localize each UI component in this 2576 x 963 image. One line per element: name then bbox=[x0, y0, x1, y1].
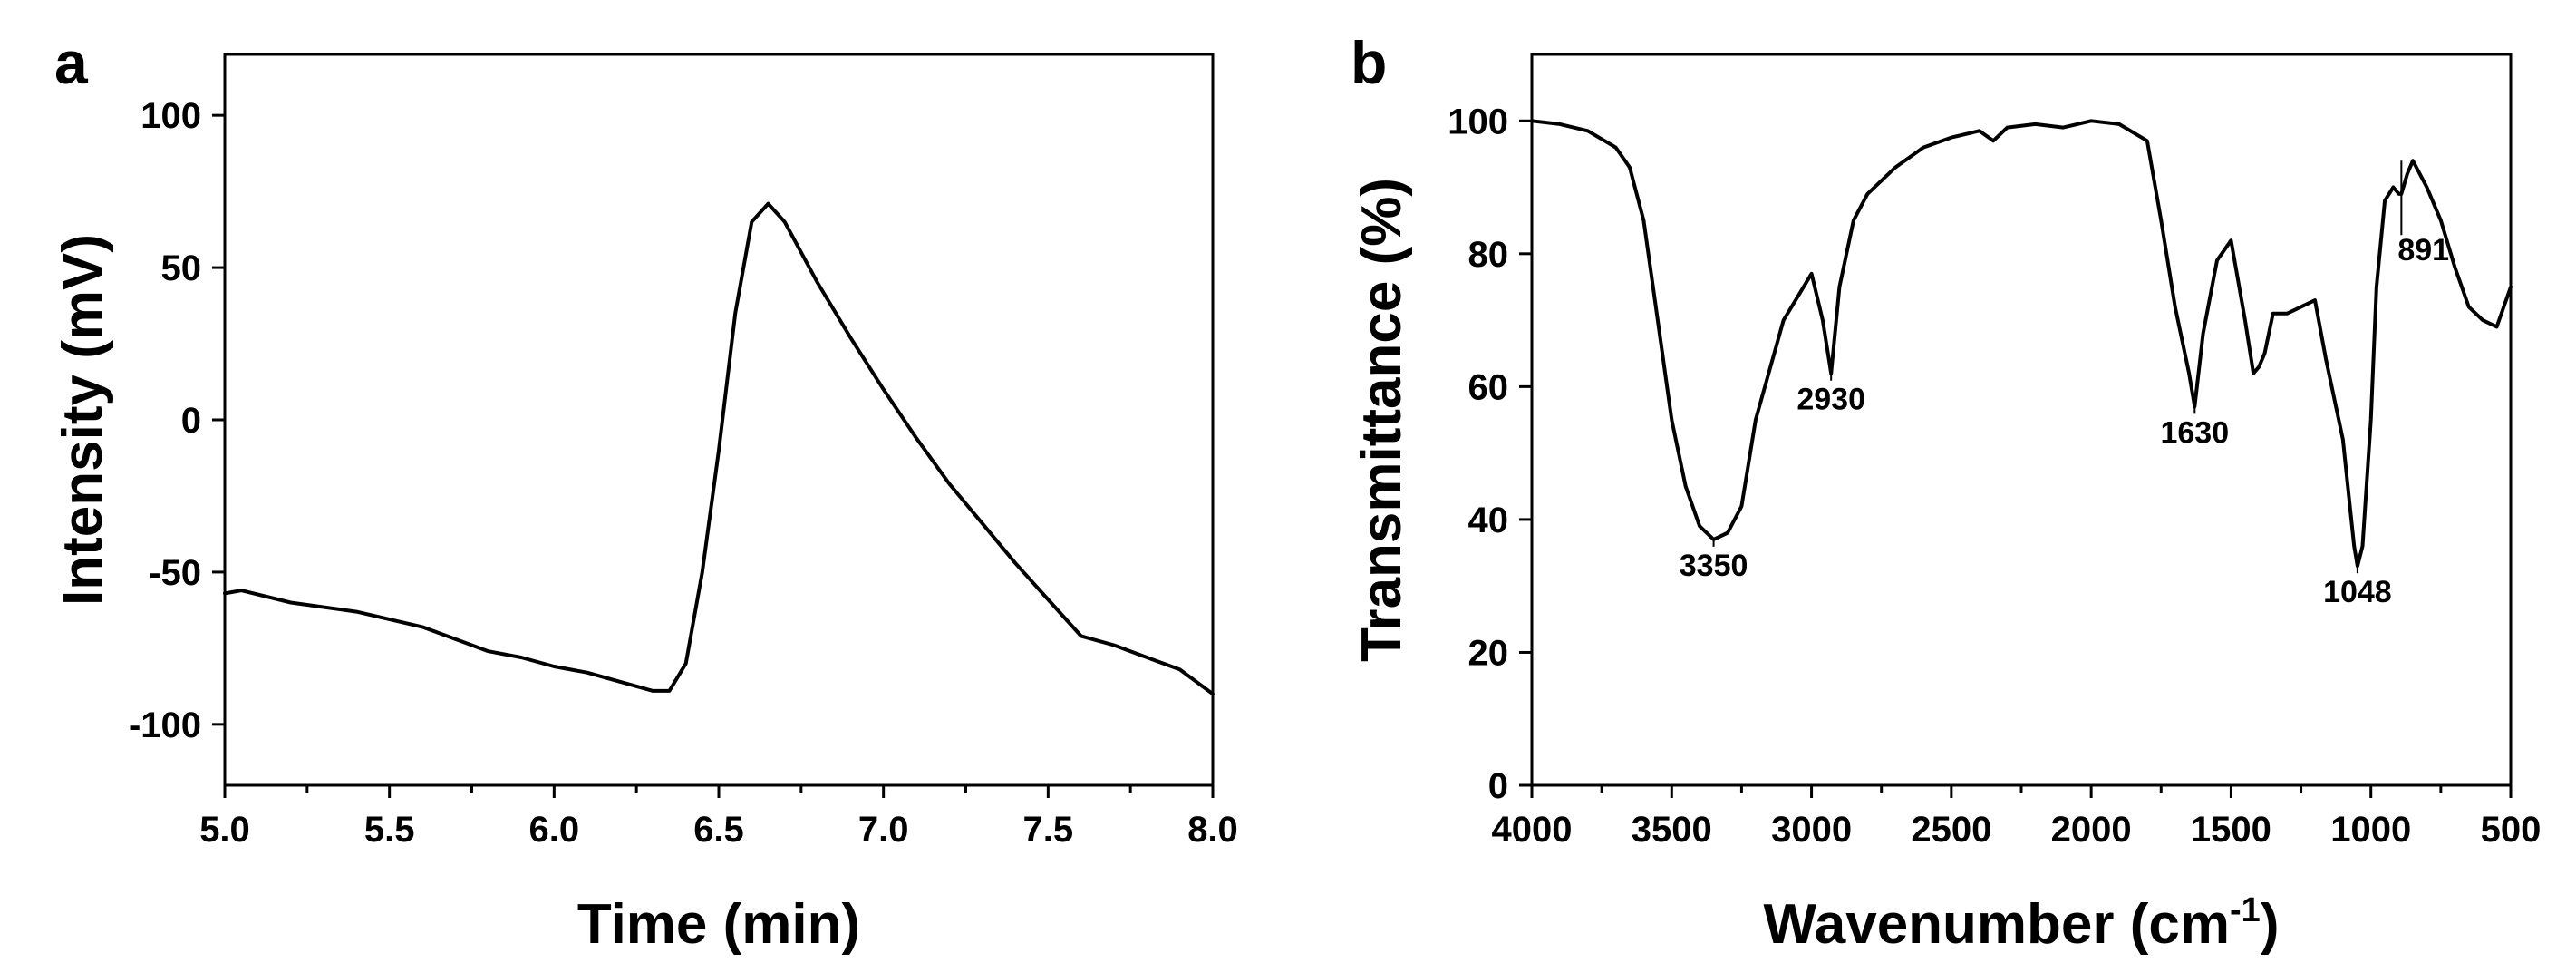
b-y-tick-label: 80 bbox=[1468, 235, 1509, 275]
panel-b-x-tick-labels: 4000 3500 3000 2500 2000 1500 1000 500 bbox=[1492, 810, 2542, 850]
panel-b-x-axis-title-superscript: -1 bbox=[2230, 891, 2261, 929]
panel-b-ticks bbox=[1519, 119, 2513, 798]
b-y-tick-label: 0 bbox=[1488, 766, 1508, 806]
a-x-tick-label: 5.0 bbox=[199, 810, 250, 850]
a-y-tick-label: -100 bbox=[129, 705, 201, 745]
b-peak-label: 891 bbox=[2397, 233, 2449, 268]
b-y-tick-label: 60 bbox=[1468, 367, 1509, 407]
a-y-tick-label: 100 bbox=[140, 96, 201, 136]
panel-a-ticks bbox=[212, 113, 1215, 798]
panel-b-y-tick-labels: 0 20 40 60 80 100 bbox=[1448, 102, 1508, 806]
a-x-tick-label: 7.0 bbox=[858, 810, 909, 850]
panel-b-letter: b bbox=[1351, 29, 1387, 96]
panel-a-series-line bbox=[223, 201, 1215, 696]
panel-b-x-axis-title-main: Wavenumber (cm bbox=[1764, 893, 2231, 956]
panel-b-chart: b 4000 3500 3000 2500 2000 1500 1000 500 0 20 40 6… bbox=[1351, 29, 2541, 956]
panel-b-x-axis-title: Wavenumber (cm-1) bbox=[1764, 891, 2280, 956]
b-x-tick-label: 1000 bbox=[2330, 810, 2411, 850]
b-x-tick-label: 3500 bbox=[1632, 810, 1712, 850]
b-peak-label: 1048 bbox=[2323, 575, 2392, 609]
panel-b-x-axis-title-suffix: ) bbox=[2261, 893, 2280, 956]
panel-b-series-line bbox=[1530, 119, 2513, 569]
b-x-tick-label: 4000 bbox=[1492, 810, 1573, 850]
panel-a-letter: a bbox=[54, 29, 89, 96]
b-y-tick-label: 40 bbox=[1468, 501, 1509, 540]
a-x-tick-label: 8.0 bbox=[1187, 810, 1238, 850]
panel-b-plot-frame bbox=[1530, 53, 2513, 787]
panel-a-plot-frame bbox=[223, 53, 1215, 787]
b-x-tick-label: 2500 bbox=[1911, 810, 1991, 850]
panel-a-y-axis-title: Intensity (mV) bbox=[52, 234, 114, 606]
b-x-tick-label: 3000 bbox=[1771, 810, 1852, 850]
panel-a-y-tick-labels: -100 -50 0 50 100 bbox=[129, 96, 201, 745]
b-y-tick-label: 20 bbox=[1468, 633, 1509, 673]
a-x-tick-label: 6.0 bbox=[529, 810, 580, 850]
panel-a-chart: a 5.0 5.5 6.0 6.5 7.0 7.5 8.0 -100 -50 0 50 100 Ti… bbox=[52, 29, 1238, 956]
b-peak-label: 1630 bbox=[2160, 415, 2229, 450]
a-x-tick-label: 6.5 bbox=[693, 810, 744, 850]
panel-b-peak-annotations: 3350 2930 1630 1048 891 bbox=[1680, 160, 2449, 609]
b-x-tick-label: 1500 bbox=[2191, 810, 2271, 850]
panel-a-x-axis-title: Time (min) bbox=[577, 893, 860, 956]
b-x-tick-label: 2000 bbox=[2051, 810, 2132, 850]
b-peak-label: 3350 bbox=[1680, 549, 1748, 583]
a-y-tick-label: 0 bbox=[181, 401, 201, 441]
panel-a-x-tick-labels: 5.0 5.5 6.0 6.5 7.0 7.5 8.0 bbox=[199, 810, 1238, 850]
b-y-tick-label: 100 bbox=[1448, 102, 1508, 141]
b-peak-label: 2930 bbox=[1796, 383, 1865, 417]
panel-b-y-axis-title: Transmittance (%) bbox=[1351, 178, 1413, 662]
a-y-tick-label: -50 bbox=[149, 553, 201, 593]
b-x-tick-label: 500 bbox=[2481, 810, 2542, 850]
a-y-tick-label: 50 bbox=[161, 248, 202, 288]
a-x-tick-label: 5.5 bbox=[364, 810, 415, 850]
a-x-tick-label: 7.5 bbox=[1023, 810, 1074, 850]
